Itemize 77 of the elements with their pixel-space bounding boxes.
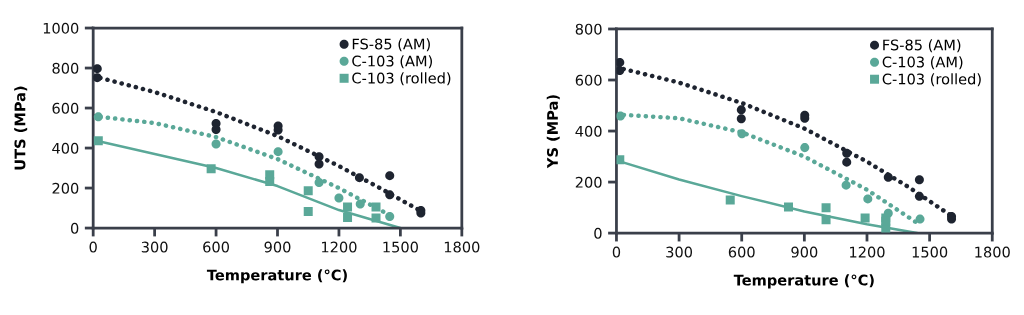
y-tick-label: 600 xyxy=(52,102,79,114)
point xyxy=(93,112,103,122)
legend-label: C-103 (rolled) xyxy=(352,72,451,86)
point xyxy=(914,175,924,185)
point xyxy=(371,213,381,223)
point xyxy=(616,66,625,76)
x-tick-label: 1200 xyxy=(850,246,885,258)
point xyxy=(842,157,852,167)
point xyxy=(303,186,313,196)
point xyxy=(93,64,102,74)
point xyxy=(736,105,746,115)
point xyxy=(343,202,353,212)
x-tick-label: 900 xyxy=(264,241,291,253)
point xyxy=(821,203,831,213)
legend-label: C-103 (rolled) xyxy=(882,73,981,87)
point xyxy=(343,212,353,222)
x-tick-label: 1500 xyxy=(383,241,418,253)
legend-label: FS-85 (AM) xyxy=(883,39,961,53)
y-axis-title: YS (MPa) xyxy=(546,95,560,169)
y-tick-label: 400 xyxy=(575,125,602,137)
point xyxy=(883,172,893,182)
x-tick-label: 600 xyxy=(203,241,230,253)
point xyxy=(355,199,365,209)
y-tick-label: 400 xyxy=(52,142,79,154)
y-tick-label: 1000 xyxy=(43,22,79,34)
y-tick-label: 600 xyxy=(575,74,602,86)
y-tick-label: 200 xyxy=(575,176,602,188)
point xyxy=(314,159,324,169)
x-tick-label: 1200 xyxy=(321,241,357,253)
point xyxy=(616,111,625,121)
point xyxy=(915,214,925,224)
point xyxy=(736,114,746,124)
legend-label: C-103 (AM) xyxy=(352,55,432,69)
x-tick-label: 1800 xyxy=(975,246,1010,258)
y-axis-title: UTS (MPa) xyxy=(14,86,28,170)
x-tick-label: 300 xyxy=(666,246,693,258)
point xyxy=(841,180,851,190)
point xyxy=(821,215,831,225)
point xyxy=(385,171,395,181)
point xyxy=(914,191,924,201)
point xyxy=(265,176,275,186)
point xyxy=(334,193,344,203)
legend-label: FS-85 (AM) xyxy=(352,38,430,52)
point xyxy=(842,148,852,158)
point xyxy=(354,173,364,183)
point xyxy=(303,206,313,216)
x-axis-title: Temperature (°C) xyxy=(733,274,874,289)
point xyxy=(616,57,625,67)
point xyxy=(93,73,102,83)
point xyxy=(273,147,283,157)
point xyxy=(863,194,873,204)
legend-label: C-103 (AM) xyxy=(882,56,963,70)
x-tick-label: 1800 xyxy=(444,241,480,253)
point xyxy=(800,143,810,153)
point xyxy=(725,195,735,205)
y-tick-label: 200 xyxy=(52,182,79,194)
point xyxy=(211,139,221,149)
point xyxy=(737,129,747,139)
point xyxy=(860,213,870,223)
x-tick-label: 600 xyxy=(728,246,755,258)
x-tick-label: 1500 xyxy=(912,246,948,258)
point xyxy=(783,202,793,212)
point xyxy=(93,136,103,146)
y-tick-label: 800 xyxy=(52,62,79,74)
x-axis-title: Temperature (°C) xyxy=(206,269,347,284)
x-tick-label: 900 xyxy=(791,246,818,258)
x-tick-label: 0 xyxy=(612,246,621,258)
y-tick-label: 0 xyxy=(70,222,79,234)
y-tick-label: 800 xyxy=(575,23,602,35)
point xyxy=(206,164,216,174)
point xyxy=(371,202,381,212)
point xyxy=(314,177,324,187)
x-tick-label: 0 xyxy=(89,241,97,253)
point xyxy=(385,211,395,221)
x-tick-label: 300 xyxy=(141,241,168,253)
point xyxy=(385,190,395,200)
y-tick-label: 0 xyxy=(594,227,602,239)
